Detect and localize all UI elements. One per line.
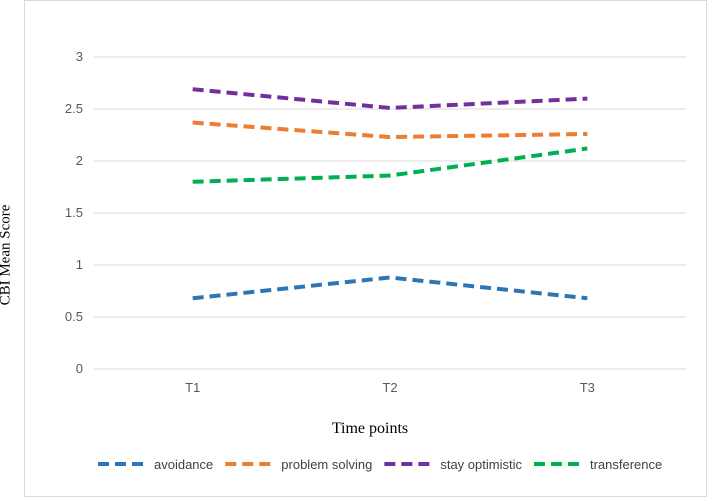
x-tick-label: T3 xyxy=(580,380,595,395)
series-line-stay-optimistic xyxy=(192,87,588,110)
y-tick-label: 2.5 xyxy=(65,101,83,116)
legend-label: problem solving xyxy=(281,457,372,472)
y-tick-label: 3 xyxy=(76,49,83,64)
x-axis-label: Time points xyxy=(332,420,408,437)
series-line-problem-solving xyxy=(192,120,588,140)
y-tick-label: 0 xyxy=(76,361,83,376)
series-line-avoidance xyxy=(192,275,588,301)
y-tick-label: 1.5 xyxy=(65,205,83,220)
legend: avoidance problem solving stay optimistic t… xyxy=(98,457,662,472)
x-tick-label: T1 xyxy=(185,380,200,395)
y-tick-labels: 0 0.5 1 1.5 2 2.5 3 xyxy=(65,49,83,376)
y-tick-label: 2 xyxy=(76,153,83,168)
y-tick-label: 1 xyxy=(76,257,83,272)
series-lines xyxy=(192,87,588,301)
series-line-transference xyxy=(192,146,588,184)
chart-frame xyxy=(24,0,707,497)
x-tick-labels: T1 T2 T3 xyxy=(185,380,595,395)
x-tick-label: T2 xyxy=(382,380,397,395)
legend-label: avoidance xyxy=(154,457,213,472)
legend-label: transference xyxy=(590,457,662,472)
y-tick-label: 0.5 xyxy=(65,309,83,324)
legend-label: stay optimistic xyxy=(440,457,522,472)
gridlines xyxy=(94,56,686,370)
